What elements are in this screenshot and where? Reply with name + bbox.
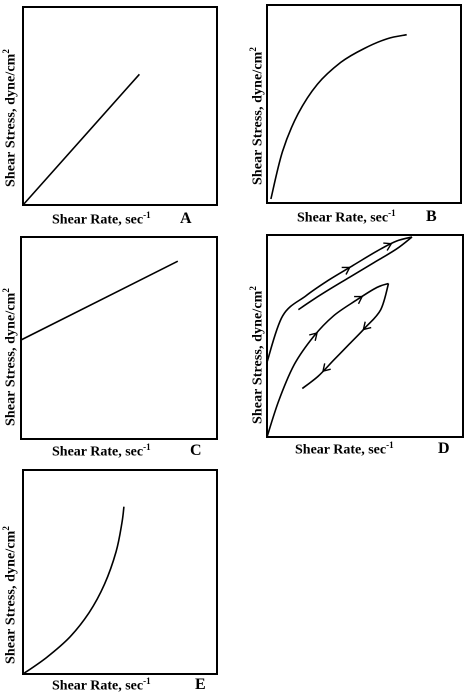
arrow-d-5 xyxy=(362,321,372,331)
panel-letter-a: A xyxy=(180,210,192,227)
curve-c-1 xyxy=(20,260,179,341)
x-axis-label-a: Shear Rate, sec-1 xyxy=(52,210,151,228)
plot-frame-b xyxy=(266,4,462,204)
curve-a-1 xyxy=(22,73,140,206)
curve-d-2 xyxy=(297,236,413,311)
plot-frame-a xyxy=(22,6,218,206)
y-axis-label-e: Shear Stress, dyne/cm2 xyxy=(1,525,19,664)
x-axis-label-b: Shear Rate, sec-1 xyxy=(297,208,396,226)
x-axis-label-c: Shear Rate, sec-1 xyxy=(52,442,151,460)
arrow-d-2 xyxy=(383,242,393,251)
arrow-d-1 xyxy=(341,266,351,275)
plot-frame-e xyxy=(22,469,218,675)
x-axis-label-e: Shear Rate, sec-1 xyxy=(52,676,151,694)
curve-d-1 xyxy=(266,236,413,363)
arrow-d-3 xyxy=(309,332,318,341)
curve-d-4 xyxy=(301,283,390,390)
panel-letter-d: D xyxy=(438,440,450,457)
panel-letter-c: C xyxy=(190,442,202,459)
arrow-d-6 xyxy=(322,363,331,373)
plot-frame-c xyxy=(20,236,218,440)
curve-b-1 xyxy=(270,33,407,200)
curve-d-3 xyxy=(266,282,389,438)
x-axis-label-d: Shear Rate, sec-1 xyxy=(295,440,394,458)
panel-letter-e: E xyxy=(195,676,206,693)
arrow-d-4 xyxy=(354,295,364,305)
curve-e-1 xyxy=(22,506,125,675)
panel-letter-b: B xyxy=(426,208,437,225)
